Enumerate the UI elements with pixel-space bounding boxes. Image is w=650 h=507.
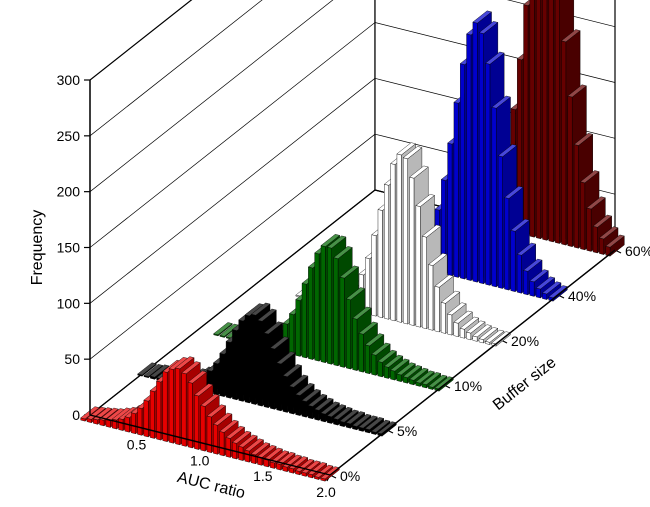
x-tick-label: 1.5 <box>253 468 273 484</box>
x-tick-label: 1.0 <box>190 452 210 468</box>
z-tick-label: 0 <box>72 407 80 423</box>
y-tick-label: 60% <box>625 243 650 259</box>
y-axis-label: Buffer size <box>490 354 560 414</box>
x-axis-label: AUC ratio <box>175 469 247 502</box>
y-tick-label: 20% <box>511 333 539 349</box>
z-axis-label: Frequency <box>29 210 46 286</box>
y-tick-label: 5% <box>397 423 417 439</box>
z-tick-label: 50 <box>64 351 80 367</box>
z-tick-label: 100 <box>57 295 81 311</box>
z-tick-label: 150 <box>57 240 81 256</box>
z-tick-label: 300 <box>57 72 81 88</box>
x-tick-label: 2.0 <box>316 484 336 500</box>
z-tick-label: 200 <box>57 184 81 200</box>
frequency-3d-bar-chart: 0 50 100 150 200 250 300 0.5 1.0 1.5 2.00% 5% 10% 20%… <box>0 0 650 507</box>
x-tick-label: 0.5 <box>127 437 147 453</box>
y-tick-label: 10% <box>454 378 482 394</box>
y-tick-label: 0% <box>340 468 360 484</box>
y-tick-label: 40% <box>568 288 596 304</box>
z-tick-label: 250 <box>57 128 81 144</box>
